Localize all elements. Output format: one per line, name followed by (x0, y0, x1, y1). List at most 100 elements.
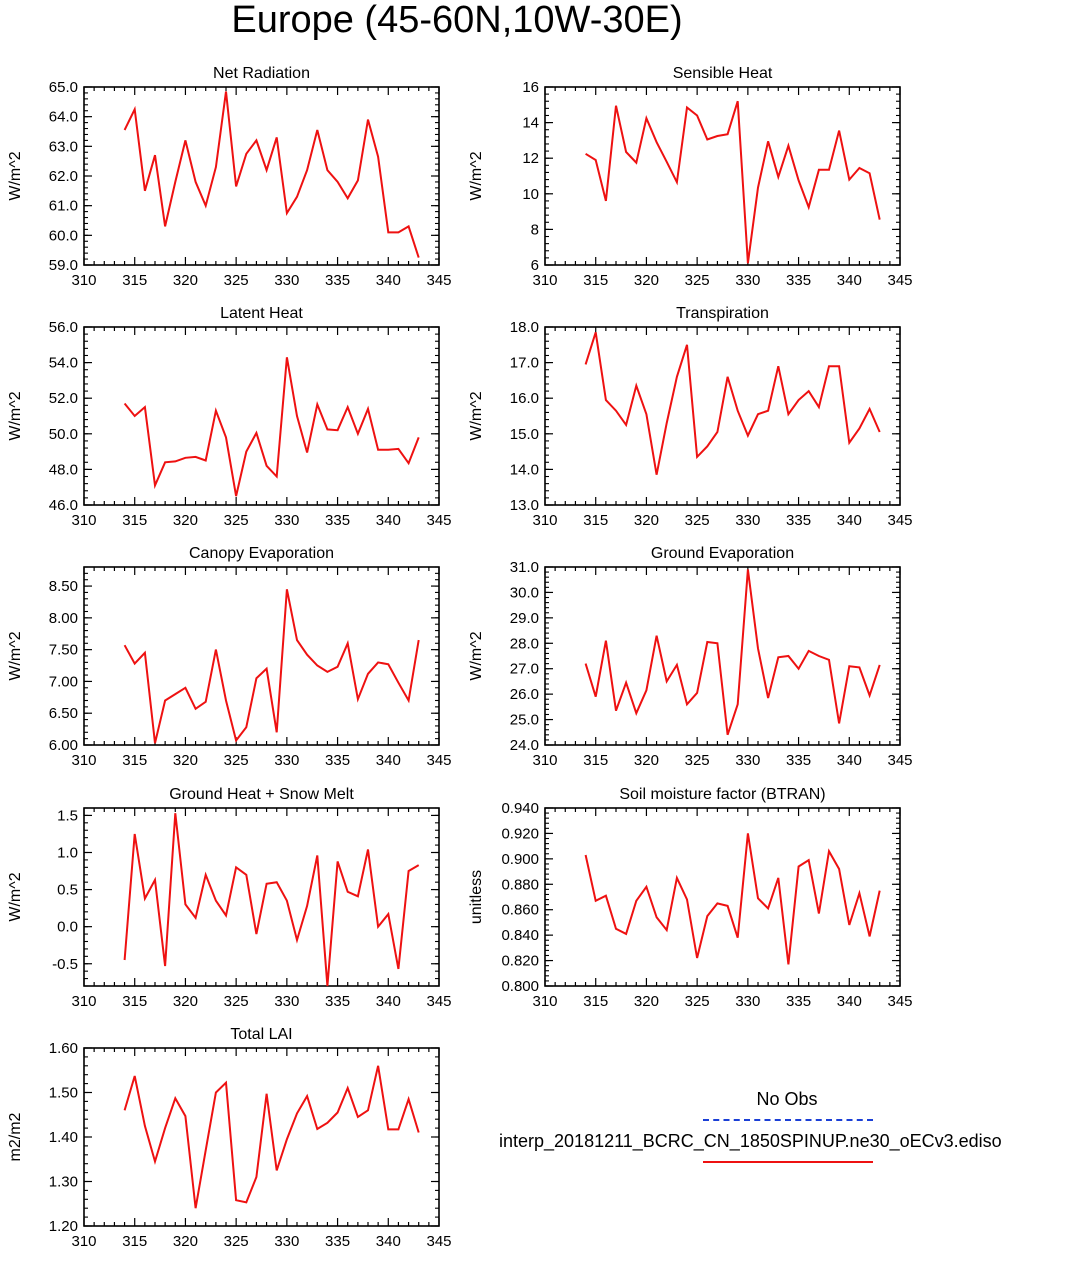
y-tick-label: 65.0 (49, 79, 78, 96)
y-axis-label: unitless (468, 870, 485, 924)
x-tick-label: 335 (786, 272, 811, 289)
y-tick-label: 0.0 (57, 919, 78, 936)
x-tick-label: 335 (786, 512, 811, 529)
x-tick-label: 335 (325, 512, 350, 529)
x-tick-label: 310 (71, 272, 96, 289)
y-tick-label: 56.0 (49, 319, 78, 336)
x-tick-label: 345 (426, 272, 451, 289)
series-line-1 (123, 589, 420, 744)
y-tick-label: 12 (522, 150, 539, 167)
x-tick-label: 345 (426, 993, 451, 1010)
y-axis-label: W/m^2 (7, 391, 24, 440)
x-tick-label: 325 (224, 1233, 249, 1250)
plot-frame (83, 807, 440, 987)
y-tick-label: 0.940 (501, 800, 539, 817)
panel-title: Net Radiation (213, 65, 310, 82)
x-tick-label: 340 (376, 993, 401, 1010)
y-tick-label: 16 (522, 79, 539, 96)
y-axis-label: W/m^2 (468, 631, 485, 680)
x-tick-label: 340 (837, 272, 862, 289)
x-tick-label: 345 (887, 993, 912, 1010)
x-tick-label: 310 (532, 993, 557, 1010)
y-tick-label: 15.0 (510, 426, 539, 443)
plot-frame (544, 566, 901, 746)
y-tick-label: 54.0 (49, 355, 78, 372)
legend-model-label: interp_20181211_BCRC_CN_1850SPINUP.ne30_… (499, 1131, 1002, 1151)
series-line-1 (123, 357, 420, 497)
x-tick-label: 310 (71, 512, 96, 529)
x-tick-label: 340 (837, 752, 862, 769)
x-tick-label: 320 (173, 512, 198, 529)
x-tick-label: 325 (685, 512, 710, 529)
y-tick-label: 1.60 (49, 1040, 78, 1057)
x-tick-label: 325 (224, 512, 249, 529)
y-tick-label: 30.0 (510, 584, 539, 601)
x-tick-label: 315 (122, 752, 147, 769)
x-tick-label: 340 (376, 272, 401, 289)
plot-frame (83, 86, 440, 266)
x-tick-label: 330 (274, 993, 299, 1010)
y-tick-label: 59.0 (49, 257, 78, 274)
panel-title: Latent Heat (220, 305, 303, 322)
page-title: Europe (45-60N,10W-30E) (231, 0, 683, 41)
legend-model-line (703, 1161, 873, 1163)
y-tick-label: 0.920 (501, 825, 539, 842)
y-tick-label: 10 (522, 186, 539, 203)
y-tick-label: 61.0 (49, 198, 78, 215)
x-tick-label: 315 (583, 752, 608, 769)
x-tick-label: 330 (274, 752, 299, 769)
panel-title: Ground Heat + Snow Melt (169, 786, 354, 803)
x-tick-label: 325 (685, 993, 710, 1010)
x-tick-label: 340 (376, 1233, 401, 1250)
x-tick-label: 345 (887, 512, 912, 529)
plot-frame (544, 807, 901, 987)
y-tick-label: 7.50 (49, 642, 78, 659)
series-line-1 (584, 833, 881, 965)
y-tick-label: 0.5 (57, 882, 78, 899)
y-tick-label: 26.0 (510, 686, 539, 703)
x-tick-label: 310 (71, 752, 96, 769)
x-tick-label: 340 (376, 752, 401, 769)
panel-title: Ground Evaporation (651, 545, 794, 562)
y-tick-label: 29.0 (510, 610, 539, 627)
y-tick-label: 31.0 (510, 559, 539, 576)
series-line-1 (123, 91, 420, 258)
x-tick-label: 310 (532, 752, 557, 769)
y-axis-label: W/m^2 (7, 872, 24, 921)
y-tick-label: 25.0 (510, 712, 539, 729)
x-tick-label: 335 (325, 993, 350, 1010)
y-tick-label: 8.50 (49, 578, 78, 595)
x-tick-label: 335 (786, 993, 811, 1010)
x-tick-label: 325 (685, 752, 710, 769)
x-tick-label: 310 (71, 1233, 96, 1250)
y-tick-label: 14.0 (510, 461, 539, 478)
series-line-1 (585, 100, 881, 264)
panel-title: Soil moisture factor (BTRAN) (619, 786, 825, 803)
x-tick-label: 340 (837, 993, 862, 1010)
x-tick-label: 315 (122, 1233, 147, 1250)
x-tick-label: 345 (887, 752, 912, 769)
x-tick-label: 320 (173, 1233, 198, 1250)
series-line-1 (584, 569, 881, 736)
x-tick-label: 330 (735, 512, 760, 529)
x-tick-label: 335 (325, 1233, 350, 1250)
y-tick-label: 0.900 (501, 851, 539, 868)
x-tick-label: 335 (325, 272, 350, 289)
y-tick-label: 27.0 (510, 661, 539, 678)
y-tick-label: 7.00 (49, 673, 78, 690)
x-tick-label: 310 (532, 512, 557, 529)
y-tick-label: 60.0 (49, 227, 78, 244)
panel-title: Canopy Evaporation (189, 545, 334, 562)
panel-title: Total LAI (230, 1026, 292, 1043)
chart-panel-4: 310 315 320 325 330 335 340 345 13.0 14.0 15.0 16.0… (468, 305, 913, 529)
x-tick-label: 335 (325, 752, 350, 769)
x-tick-label: 315 (583, 993, 608, 1010)
y-tick-label: 6.50 (49, 705, 78, 722)
y-tick-label: 6.00 (49, 737, 78, 754)
x-tick-label: 340 (837, 512, 862, 529)
x-tick-label: 320 (173, 752, 198, 769)
x-tick-label: 330 (274, 512, 299, 529)
y-tick-label: 18.0 (510, 319, 539, 336)
series-line-1 (123, 813, 420, 987)
